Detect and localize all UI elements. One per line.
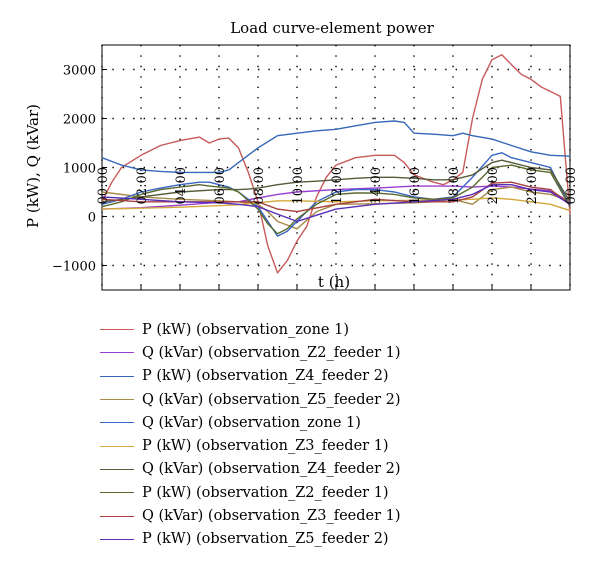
legend-item: Q (kVar) (observation_Z4_feeder 2): [100, 458, 401, 481]
legend-label: Q (kVar) (observation_zone 1): [142, 414, 361, 431]
legend-item: Q (kVar) (observation_Z5_feeder 2): [100, 388, 401, 411]
legend-label: Q (kVar) (observation_Z3_feeder 1): [142, 508, 401, 525]
x-tick-label: 00:00: [96, 167, 111, 204]
series-lines: [101, 54, 571, 274]
y-tick-label: 2000: [63, 113, 96, 128]
series-line-8: [101, 164, 571, 235]
x-tick-label: 02:00: [135, 167, 150, 204]
legend-item: P (kW) (observation_Z5_feeder 2): [100, 528, 401, 551]
legend-swatch: [100, 399, 134, 401]
x-tick-label: 08:00: [252, 167, 267, 204]
y-tick-label: 3000: [63, 64, 96, 79]
legend-item: Q (kVar) (observation_Z3_feeder 1): [100, 504, 401, 527]
line-chart: Load curve-element power −1000 0 1000 2000 3…: [24, 19, 579, 291]
y-tick-label: 0: [88, 211, 96, 226]
x-tick-label: 06:00: [213, 167, 228, 204]
y-tick-label: 1000: [63, 162, 96, 177]
legend-label: P (kW) (observation_Z2_feeder 1): [142, 484, 389, 501]
legend-swatch: [100, 445, 134, 447]
legend-label: P (kW) (observation_Z4_feeder 2): [142, 368, 389, 385]
legend: P (kW) (observation_zone 1) Q (kVar) (obs…: [100, 318, 401, 551]
legend-swatch: [100, 515, 134, 517]
legend-swatch: [100, 375, 134, 377]
x-tick-label: 10:00: [291, 167, 306, 204]
legend-label: Q (kVar) (observation_Z5_feeder 2): [142, 391, 401, 408]
legend-swatch: [100, 492, 134, 494]
x-tick-label: 04:00: [174, 167, 189, 204]
legend-swatch: [100, 468, 134, 470]
legend-swatch: [100, 329, 134, 331]
legend-label: Q (kVar) (observation_Z2_feeder 1): [142, 344, 401, 361]
legend-label: P (kW) (observation_zone 1): [142, 321, 350, 338]
series-line-3: [101, 120, 571, 174]
legend-label: P (kW) (observation_Z3_feeder 1): [142, 438, 389, 455]
legend-item: P (kW) (observation_Z4_feeder 2): [100, 365, 401, 388]
legend-label: P (kW) (observation_Z5_feeder 2): [142, 531, 389, 548]
x-tick-label: 12:00: [330, 167, 345, 204]
series-line-10: [101, 183, 571, 223]
x-tick-label: 00:00: [564, 167, 579, 204]
legend-swatch: [100, 352, 134, 354]
x-axis-ticks: 00:00 02:00 04:00 06:00 08:00 10:00 12:00 14:00…: [96, 167, 579, 290]
series-line-7: [101, 159, 571, 203]
legend-item: Q (kVar) (observation_Z2_feeder 1): [100, 341, 401, 364]
legend-item: P (kW) (observation_Z2_feeder 1): [100, 481, 401, 504]
x-tick-label: 14:00: [369, 167, 384, 204]
legend-swatch: [100, 422, 134, 424]
x-tick-label: 16:00: [408, 167, 423, 204]
chart-title: Load curve-element power: [230, 19, 434, 37]
series-line-1: [101, 54, 571, 274]
legend-label: Q (kVar) (observation_Z4_feeder 2): [142, 461, 401, 478]
y-tick-label: −1000: [52, 260, 96, 275]
legend-item: Q (kVar) (observation_zone 1): [100, 411, 401, 434]
legend-swatch: [100, 538, 134, 540]
x-axis-label: t (h): [318, 273, 350, 291]
x-tick-label: 18:00: [447, 167, 462, 204]
y-axis-ticks: −1000 0 1000 2000 3000: [52, 64, 107, 275]
y-axis-label: P (kW), Q (kVar): [24, 104, 42, 228]
legend-item: P (kW) (observation_zone 1): [100, 318, 401, 341]
legend-item: P (kW) (observation_Z3_feeder 1): [100, 434, 401, 457]
x-tick-label: 22:00: [525, 167, 540, 204]
x-tick-label: 20:00: [486, 167, 501, 204]
